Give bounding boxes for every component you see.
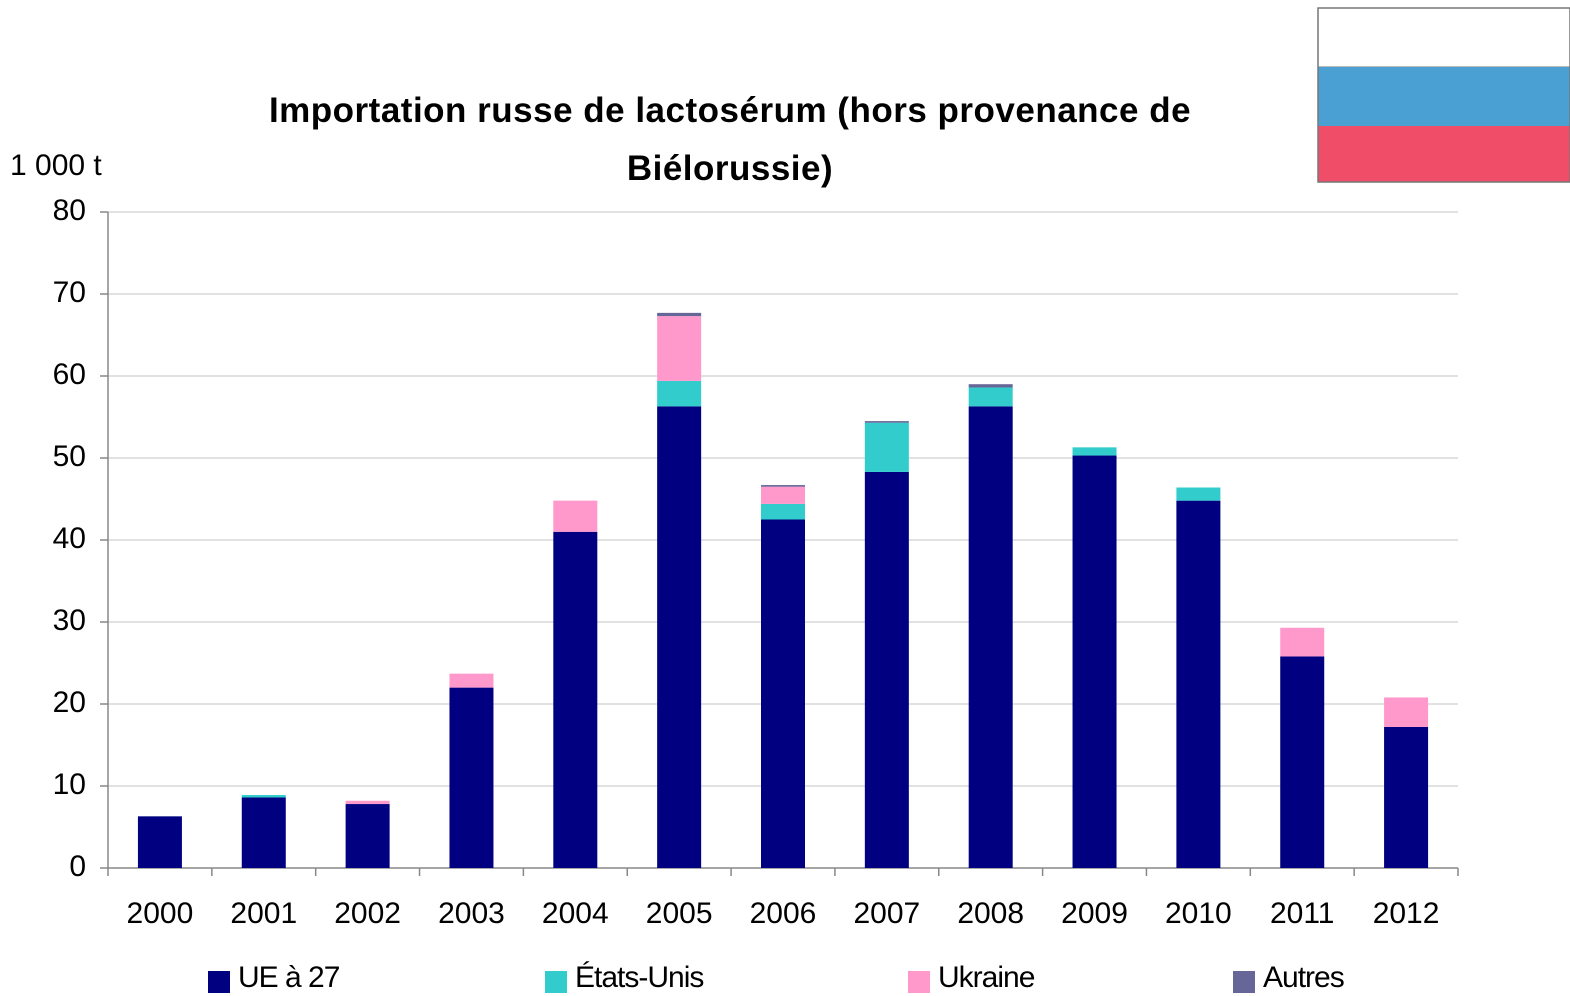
legend-label: Autres — [1263, 961, 1344, 994]
bar-segment — [1280, 656, 1325, 868]
bar-segment — [968, 384, 1013, 388]
bar-segment — [657, 316, 702, 381]
x-tick-label: 2010 — [1165, 897, 1232, 930]
x-tick-label: 2011 — [1270, 897, 1335, 930]
bar-segment — [1384, 726, 1429, 868]
legend-swatch — [908, 971, 930, 993]
bar-segment — [968, 406, 1013, 868]
legend-label: UE à 27 — [238, 961, 340, 994]
bar-segment — [241, 797, 286, 868]
chart-title: Importation russe de lactosérum (hors pr… — [268, 91, 1192, 188]
bar-segment — [1176, 487, 1221, 501]
y-tick-label: 10 — [53, 768, 86, 801]
bar-segment — [657, 312, 702, 317]
x-tick-label: 2007 — [853, 897, 920, 930]
bar-segment — [1072, 455, 1117, 868]
legend-swatch — [208, 971, 230, 993]
bar-segment — [241, 795, 286, 798]
bar-segment — [1072, 447, 1117, 456]
bar-segment — [553, 500, 598, 532]
legend-label: États-Unis — [575, 961, 703, 994]
bar-segment — [761, 519, 805, 868]
x-tick-label: 2005 — [646, 897, 713, 930]
legend-swatch — [1233, 971, 1255, 993]
x-tick-label: 2008 — [957, 897, 1024, 930]
bar-segment — [1384, 697, 1429, 727]
bar-segment — [968, 387, 1013, 407]
bar-segment — [761, 486, 805, 504]
flag-white — [1317, 7, 1570, 68]
y-axis-label: 1 000 t — [10, 149, 102, 182]
flag — [1317, 7, 1570, 183]
y-tick-label: 70 — [53, 276, 86, 309]
bar-segment — [864, 421, 909, 423]
legend-swatch — [545, 971, 567, 993]
bar-segment — [345, 800, 390, 805]
x-tick-label: 2004 — [542, 897, 609, 930]
x-tick-label: 2003 — [438, 897, 505, 930]
bar-segment — [761, 503, 805, 520]
y-tick-label: 40 — [53, 522, 86, 555]
x-tick-label: 2012 — [1373, 897, 1440, 930]
bar-segment — [553, 531, 598, 868]
bar-segment — [1280, 627, 1325, 657]
bar-segment — [864, 422, 909, 472]
y-tick-label: 20 — [53, 686, 86, 719]
x-tick-label: 2001 — [230, 897, 297, 930]
flag-border — [1317, 7, 1570, 183]
bar-segment — [864, 471, 909, 868]
x-tick-label: 2000 — [127, 897, 194, 930]
flag-red — [1318, 126, 1570, 182]
bar-segment — [345, 804, 390, 868]
legend-label: Ukraine — [938, 961, 1035, 994]
bar-segment — [657, 380, 702, 407]
bar-segment — [761, 485, 805, 487]
bar-segment — [449, 687, 494, 868]
y-tick-label: 60 — [53, 358, 86, 391]
x-tick-label: 2002 — [334, 897, 401, 930]
bar-segment — [1176, 500, 1221, 868]
bar-segment — [137, 816, 182, 868]
y-tick-label: 80 — [53, 194, 86, 227]
x-tick-label: 2006 — [750, 897, 817, 930]
bar-segment — [449, 673, 494, 688]
x-tick-label: 2009 — [1061, 897, 1128, 930]
y-tick-label: 0 — [69, 850, 86, 883]
bar-segment — [657, 406, 702, 868]
y-tick-label: 30 — [53, 604, 86, 637]
flag-blue — [1318, 67, 1570, 126]
y-tick-label: 50 — [53, 440, 86, 473]
